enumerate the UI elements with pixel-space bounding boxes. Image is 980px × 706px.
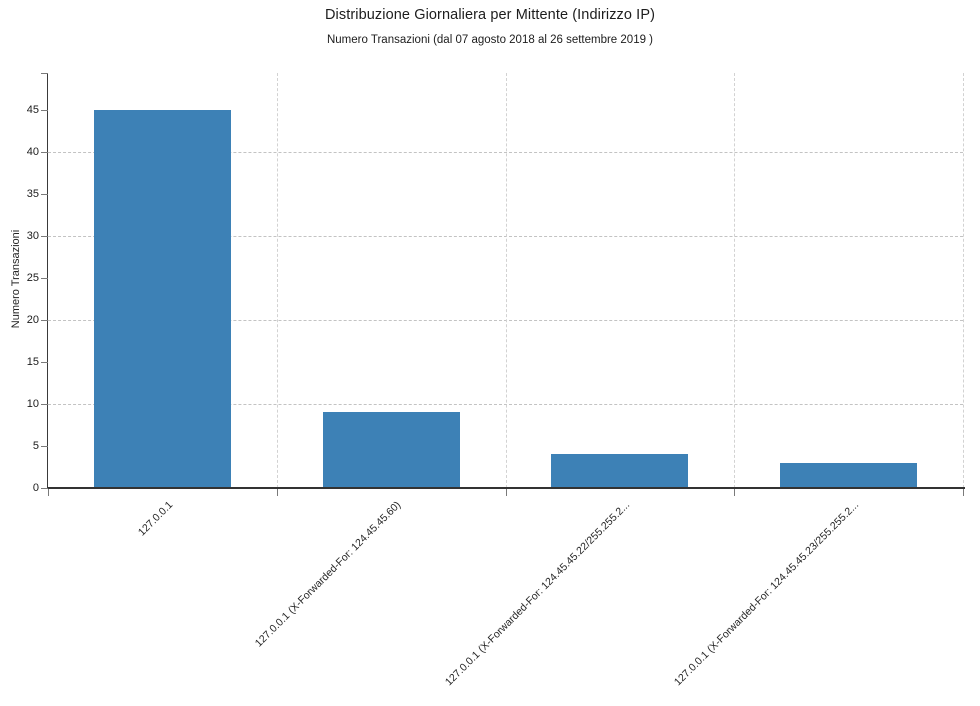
x-axis-tick: [734, 489, 736, 496]
y-tick-label: 15: [26, 355, 39, 368]
x-axis-tick: [505, 489, 507, 496]
x-category-label: 127.0.0.1 (X-Forwarded-For: 124.45.45.60…: [253, 499, 404, 650]
x-axis-tick: [276, 489, 278, 496]
gridline-vertical: [276, 73, 278, 488]
chart-subtitle: Numero Transazioni (dal 07 agosto 2018 a…: [326, 34, 654, 46]
plot-area: [48, 73, 964, 488]
x-category-label: 127.0.0.1: [135, 499, 175, 539]
y-axis-line: [47, 73, 48, 488]
y-tick-label: 40: [26, 145, 39, 158]
x-category-label: 127.0.0.1 (X-Forwarded-For: 124.45.45.22…: [443, 499, 633, 689]
y-axis-tick: [41, 277, 48, 279]
x-axis-tick: [48, 489, 49, 496]
y-axis-tick: [41, 193, 48, 195]
y-axis-tick: [41, 151, 48, 153]
y-axis-tick: [41, 235, 48, 237]
x-axis-line: [47, 487, 965, 489]
bar[interactable]: [93, 109, 231, 488]
bar[interactable]: [780, 462, 918, 488]
bar[interactable]: [322, 412, 460, 488]
y-tick-label: 30: [26, 229, 39, 242]
chart-title: Distribuzione Giornaliera per Mittente (…: [324, 7, 656, 23]
y-tick-label: 5: [32, 439, 39, 452]
y-axis-tick: [41, 445, 48, 447]
gridline-vertical: [963, 73, 964, 488]
y-tick-label: 45: [26, 103, 39, 116]
y-axis-tick: [41, 488, 48, 489]
y-tick-label: 20: [26, 313, 39, 326]
y-axis-end-tick: [41, 73, 48, 74]
y-axis-tick: [41, 361, 48, 363]
y-tick-label: 10: [26, 397, 39, 410]
y-axis-tick: [41, 403, 48, 405]
y-tick-label: 25: [26, 271, 39, 284]
bar[interactable]: [551, 454, 689, 488]
y-axis-tick: [41, 109, 48, 111]
y-tick-label: 35: [26, 187, 39, 200]
y-axis-tick: [41, 319, 48, 321]
y-tick-label: 0: [32, 482, 39, 494]
x-axis-tick: [963, 489, 964, 496]
gridline-vertical: [734, 73, 736, 488]
gridline-vertical: [505, 73, 507, 488]
x-category-label: 127.0.0.1 (X-Forwarded-For: 124.45.45.23…: [671, 499, 862, 689]
